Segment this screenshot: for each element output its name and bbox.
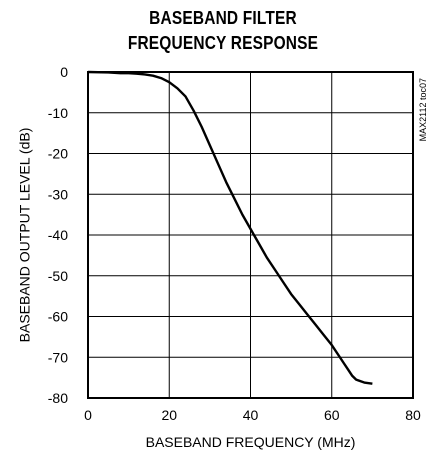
ticks-layer: 0 20 40 60 80 0 -10 -20 -30 -40 -50 -60 -70 -80 [48, 64, 421, 423]
y-tick-label: 0 [60, 64, 68, 80]
y-tick-label: -50 [48, 268, 68, 284]
chart-title-line-2: FREQUENCY RESPONSE [127, 33, 319, 53]
plot-frame [87, 71, 414, 399]
grid-layer [88, 72, 413, 398]
y-axis-title: BASEBAND OUTPUT LEVEL (dB) [17, 128, 33, 343]
y-tick-label: -10 [48, 105, 68, 121]
y-tick-label: -60 [48, 309, 68, 325]
chart-id-annotation: MAX2112 toc07 [418, 78, 428, 141]
x-axis-title: BASEBAND FREQUENCY (MHz) [146, 434, 356, 450]
x-tick-label: 0 [84, 407, 92, 423]
x-tick-label: 60 [324, 407, 340, 423]
y-tick-label: -70 [48, 349, 68, 365]
y-tick-label: -80 [48, 390, 68, 406]
chart-title-line-1: BASEBAND FILTER [149, 8, 297, 28]
series-line [87, 70, 373, 385]
y-tick-label: -30 [48, 186, 68, 202]
y-tick-label: -20 [48, 146, 68, 162]
x-tick-label: 20 [161, 407, 177, 423]
y-tick-label: -40 [48, 227, 68, 243]
x-tick-label: 40 [243, 407, 259, 423]
x-tick-label: 80 [405, 407, 421, 423]
